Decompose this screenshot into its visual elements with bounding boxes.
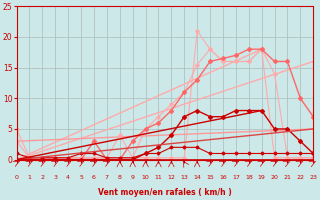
X-axis label: Vent moyen/en rafales ( km/h ): Vent moyen/en rafales ( km/h )	[98, 188, 232, 197]
